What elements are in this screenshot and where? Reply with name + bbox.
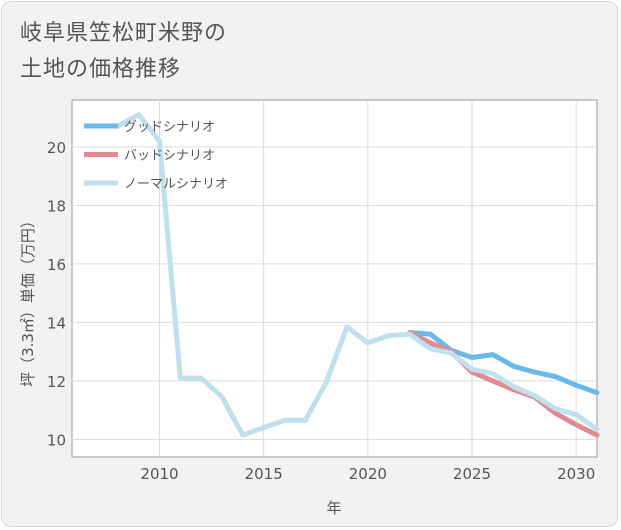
chart-title: 岐阜県笠松町米野の 土地の価格推移: [20, 16, 227, 88]
x-axis-label: 年: [326, 499, 341, 517]
x-tick-label: 2025: [453, 465, 491, 483]
legend-label-1: グッドシナリオ: [124, 120, 215, 135]
y-tick-label: 14: [47, 314, 66, 332]
x-tick-label: 2015: [245, 465, 283, 483]
chart-title-line-1: 岐阜県笠松町米野の: [20, 21, 228, 46]
chart-title-line-2: 土地の価格推移: [20, 57, 182, 82]
x-axis-ticks: 2010 2015 2020 2025 2030: [140, 465, 595, 483]
y-axis-ticks: 10 12 14 16 18 20: [47, 139, 66, 450]
x-tick-label: 2020: [349, 465, 387, 483]
y-tick-label: 12: [47, 373, 66, 391]
grid-lines: [72, 100, 597, 457]
legend-label-2: バッドシナリオ: [124, 149, 215, 164]
y-tick-label: 10: [47, 431, 66, 449]
y-axis-label: 坪（3.3㎡）単価（万円）: [19, 213, 37, 387]
series-lines: [115, 112, 600, 438]
x-tick-label: 2030: [557, 465, 595, 483]
y-tick-label: 20: [47, 139, 66, 157]
series-line-1: [407, 330, 600, 396]
series-line-2: [407, 330, 600, 438]
x-tick-label: 2010: [140, 465, 178, 483]
legend-label-3: ノーマルシナリオ: [124, 177, 228, 192]
y-tick-label: 18: [47, 197, 66, 215]
series-line-3: [115, 112, 600, 438]
y-tick-label: 16: [47, 256, 66, 274]
